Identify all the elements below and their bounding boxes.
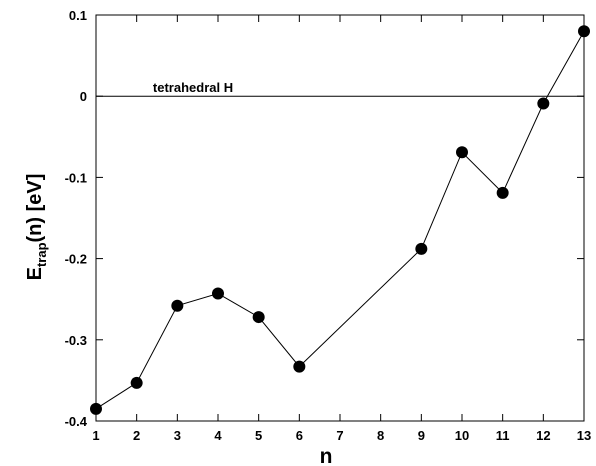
reference-line-group: tetrahedral H [96, 80, 584, 97]
y-tick-label: -0.1 [65, 170, 87, 185]
data-point [496, 186, 509, 199]
y-tick-label: -0.3 [65, 333, 87, 348]
y-axis-title-sub: trap [34, 242, 49, 267]
x-axis-title: n [320, 445, 333, 466]
data-point [171, 299, 184, 312]
x-tick-label: 13 [577, 428, 591, 443]
data-point [252, 311, 265, 324]
y-tick-label: 0 [80, 89, 87, 104]
x-tick-label: 12 [536, 428, 550, 443]
x-tick-label: 3 [174, 428, 181, 443]
plot-frame [95, 14, 585, 422]
y-axis-title: Etrap(n) [eV] [24, 174, 49, 281]
x-tick-label: 11 [496, 428, 510, 443]
y-axis-title-rest: (n) [eV] [24, 174, 46, 243]
data-point [293, 360, 306, 373]
y-tick-label: 0.1 [69, 8, 87, 23]
y-tick-label: -0.2 [65, 252, 87, 267]
x-tick-label: 8 [377, 428, 384, 443]
data-point [537, 97, 550, 110]
data-point [212, 287, 224, 300]
reference-line-label: tetrahedral H [153, 80, 233, 95]
x-tick-label: 1 [92, 428, 99, 443]
x-tick-label: 2 [133, 428, 140, 443]
x-tick-label: 7 [336, 428, 343, 443]
data-point [456, 146, 468, 159]
x-tick-label: 9 [418, 428, 425, 443]
axis-ticks [95, 14, 585, 422]
data-point [130, 376, 143, 389]
data-point [415, 242, 428, 255]
x-tick-label: 5 [255, 428, 262, 443]
series-group [90, 25, 590, 415]
x-tick-label: 10 [455, 428, 469, 443]
tick-labels: 1 2 3 4 5 6 7 8 9 10 11 12 13-0.4-0.3-0.2-0.100.1 [65, 8, 592, 443]
data-point [90, 402, 102, 415]
y-axis-title-main: E [24, 267, 46, 280]
plot-area-border [95, 14, 585, 422]
x-tick-label: 6 [296, 428, 303, 443]
y-tick-label: -0.4 [65, 414, 88, 429]
x-tick-label: 4 [214, 428, 222, 443]
data-point [578, 25, 590, 38]
